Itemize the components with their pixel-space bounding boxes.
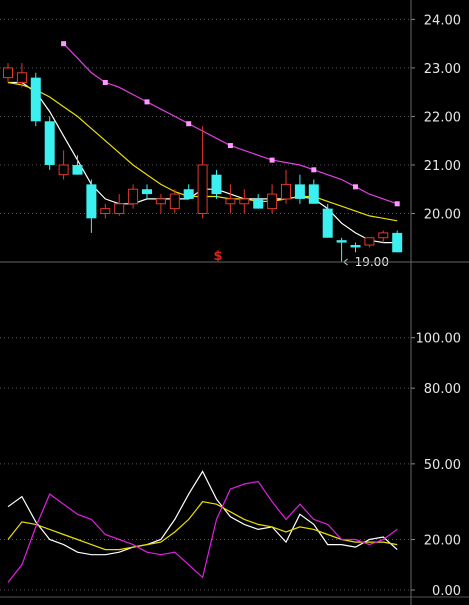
candle: [86, 179, 97, 233]
price-ma-marker: [269, 157, 275, 163]
candle-body-up: [128, 188, 139, 205]
candle-body-up: [378, 232, 389, 239]
price-ma-marker: [394, 201, 400, 207]
candle-body-down: [142, 189, 152, 195]
price-ma-marker: [186, 121, 192, 127]
candle: [142, 184, 152, 199]
price-ma-marker: [61, 41, 67, 47]
candle-body-down: [294, 184, 305, 199]
candle-body-up: [3, 67, 13, 79]
candle-body-up: [100, 208, 111, 214]
candle: [16, 63, 27, 88]
candle-body-down: [253, 198, 264, 209]
candle: [3, 63, 13, 83]
candle: [211, 169, 222, 199]
candle-body-down: [72, 164, 83, 175]
indicator-y-axis-ticks: 0.00 20.00 50.00 80.00 100.00: [411, 332, 461, 599]
candle: [44, 116, 55, 170]
candle: [239, 189, 250, 214]
candle: [183, 184, 194, 199]
price-tick-label: 21.00: [424, 159, 461, 174]
candle-body-up: [114, 203, 125, 214]
candle-body-up: [58, 164, 69, 176]
indicator-line-2: [7, 501, 398, 551]
price-ma-marker: [102, 79, 108, 85]
candle: [155, 194, 166, 214]
candle: [197, 126, 208, 219]
candle-body-up: [197, 164, 208, 214]
candle: [294, 174, 305, 204]
candle-body-up: [281, 183, 291, 200]
price-ma-marker: [144, 99, 150, 105]
candle-body-up: [239, 198, 250, 205]
candle: [281, 169, 291, 204]
candle: [72, 155, 83, 175]
candle: [253, 194, 264, 209]
candle: [30, 72, 41, 127]
candle: [308, 179, 319, 204]
price-tick-label: 20.00: [424, 207, 461, 222]
candle-body-down: [392, 232, 403, 253]
indicator-panel: 0.00 20.00 50.00 80.00 100.00: [0, 332, 461, 599]
price-y-axis-ticks: 20.00 21.00 22.00 23.00 24.00: [411, 13, 461, 222]
candle: [322, 203, 333, 238]
candle: [267, 184, 278, 214]
candle-body-down: [336, 240, 347, 243]
indicator-tick-label: 20.00: [424, 534, 461, 549]
candle-body-down: [86, 184, 97, 219]
candle-body-down: [308, 184, 319, 204]
candle-body-down: [211, 174, 222, 195]
candle-body-down: [183, 189, 194, 199]
indicator-line-3: [7, 480, 398, 583]
candle: [225, 184, 236, 214]
indicator-tick-label: 50.00: [424, 458, 461, 473]
candle-body-up: [169, 193, 180, 210]
candle-body-down: [350, 245, 361, 248]
dividend-marker: $: [213, 249, 222, 264]
price-tick-label: 24.00: [424, 13, 461, 28]
candle: [100, 203, 111, 219]
indicator-grid: [0, 337, 411, 591]
indicator-lines: [7, 470, 398, 583]
candle-body-down: [322, 208, 333, 238]
candle: [378, 230, 389, 243]
candle-body-up: [225, 198, 236, 205]
candle: [128, 184, 139, 209]
price-tick-label: 22.00: [424, 110, 461, 125]
price-tick-label: 23.00: [424, 62, 461, 77]
price-ma-marker: [311, 167, 317, 173]
candle: [169, 189, 180, 214]
indicator-tick-label: 100.00: [416, 332, 462, 347]
candle: [364, 237, 375, 248]
price-ma-marker: [227, 143, 233, 149]
candle: [336, 237, 347, 262]
candle: [350, 242, 361, 253]
candle-body-down: [30, 77, 41, 122]
candle: [114, 194, 125, 216]
candle-body-up: [16, 72, 27, 83]
price-candles: [3, 63, 403, 262]
candle: [58, 150, 69, 180]
candle-body-up: [364, 237, 375, 246]
indicator-line-1: [7, 470, 398, 556]
candle-body-up: [155, 198, 166, 205]
indicator-tick-label: 0.00: [432, 584, 461, 599]
candle: [392, 230, 403, 253]
indicator-tick-label: 80.00: [424, 382, 461, 397]
candle-body-down: [44, 121, 55, 165]
candle-body-up: [267, 193, 278, 210]
price-ma-marker: [353, 184, 358, 190]
